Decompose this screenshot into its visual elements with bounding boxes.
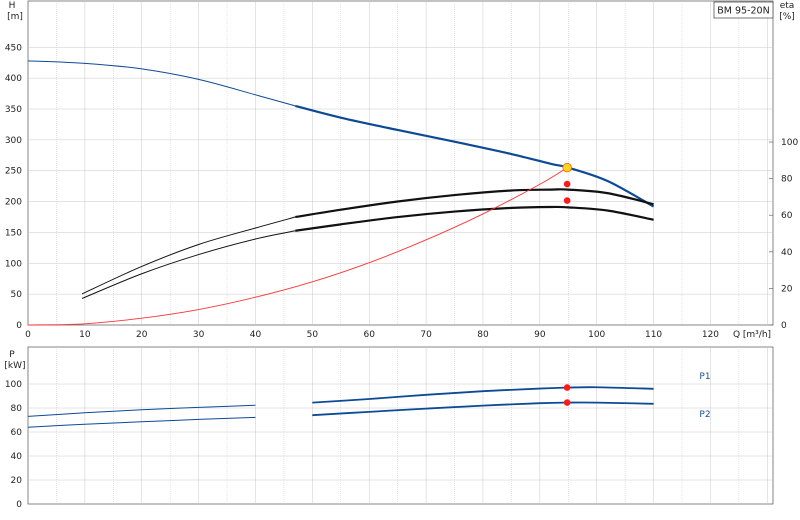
y-tick-label: 400 bbox=[5, 74, 22, 84]
y-tick-label: 0 bbox=[16, 321, 22, 331]
series bbox=[27, 60, 655, 428]
x-tick-label: 10 bbox=[79, 330, 91, 340]
y2-tick-label: 0 bbox=[781, 321, 787, 331]
power-P2-thin bbox=[27, 416, 256, 428]
duty-point-marker bbox=[562, 162, 572, 173]
eta1-curve-thin bbox=[81, 216, 296, 295]
grid bbox=[27, 0, 774, 505]
y-tick-label: 100 bbox=[5, 259, 22, 269]
eta2-curve-thin bbox=[81, 230, 296, 299]
x-tick-label: 30 bbox=[193, 330, 205, 340]
x-tick-label: 50 bbox=[307, 330, 319, 340]
y2-tick-label: 60 bbox=[781, 211, 793, 221]
power-plot-frame bbox=[27, 346, 774, 505]
y2-axis-name: eta bbox=[780, 1, 795, 11]
x-tick-label: 100 bbox=[588, 330, 605, 340]
power-y-tick-label: 20 bbox=[11, 476, 23, 486]
labels: 0501001502002503003504004500204060801000… bbox=[4, 1, 798, 510]
y-tick-label: 200 bbox=[5, 198, 22, 208]
top-plot-frame bbox=[27, 0, 774, 326]
power-P2-thick bbox=[312, 401, 654, 417]
power-y-tick-label: 80 bbox=[11, 404, 23, 414]
power-y-axis-unit: [kW] bbox=[4, 361, 25, 371]
y-tick-label: 300 bbox=[5, 136, 22, 146]
power-y-tick-label: 0 bbox=[16, 500, 22, 510]
power-y-axis-name: P bbox=[9, 350, 15, 360]
y-tick-label: 350 bbox=[5, 105, 22, 115]
power-P1-thick bbox=[312, 386, 654, 404]
y2-tick-label: 100 bbox=[781, 138, 798, 148]
x-tick-label: 80 bbox=[477, 330, 489, 340]
power-marker bbox=[563, 399, 571, 406]
x-tick-label: 60 bbox=[363, 330, 375, 340]
power-series-label-P2: P2 bbox=[699, 410, 710, 420]
power-P1-thin bbox=[27, 404, 256, 417]
y-axis-unit: [m] bbox=[7, 12, 23, 22]
x-axis-label: Q [m³/h] bbox=[733, 330, 771, 340]
y-tick-label: 250 bbox=[5, 167, 22, 177]
eta2-curve-thick bbox=[295, 205, 654, 232]
head-curve-thick bbox=[295, 104, 655, 208]
eta1-curve-thick bbox=[295, 188, 654, 219]
power-y-tick-label: 60 bbox=[11, 428, 23, 438]
y2-axis-unit: [%] bbox=[779, 12, 795, 22]
system-curve bbox=[27, 167, 568, 326]
power-marker bbox=[563, 384, 571, 391]
x-tick-label: 70 bbox=[420, 330, 432, 340]
model-label: BM 95-20N bbox=[717, 6, 769, 17]
x-tick-label: 20 bbox=[136, 330, 148, 340]
x-tick-label: 40 bbox=[250, 330, 262, 340]
y2-tick-label: 40 bbox=[781, 248, 793, 258]
power-series-label-P1: P1 bbox=[699, 372, 710, 382]
y2-tick-label: 80 bbox=[781, 175, 793, 185]
model-label-box bbox=[713, 1, 774, 19]
x-tick-label: 90 bbox=[534, 330, 546, 340]
x-tick-label: 120 bbox=[702, 330, 719, 340]
y2-tick-label: 20 bbox=[781, 284, 793, 294]
y-axis-name: H bbox=[9, 1, 16, 11]
power-y-tick-label: 40 bbox=[11, 452, 23, 462]
y-tick-label: 450 bbox=[5, 43, 22, 53]
efficiency-marker bbox=[563, 180, 571, 188]
efficiency-marker bbox=[563, 197, 571, 204]
y-tick-label: 50 bbox=[11, 290, 23, 300]
head-curve-thin bbox=[27, 60, 296, 107]
markers bbox=[562, 162, 572, 406]
y-tick-label: 150 bbox=[5, 228, 22, 238]
x-tick-label: 110 bbox=[645, 330, 662, 340]
x-tick-label: 0 bbox=[25, 330, 31, 340]
power-y-tick-label: 100 bbox=[5, 380, 22, 390]
